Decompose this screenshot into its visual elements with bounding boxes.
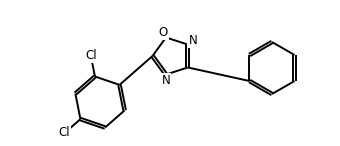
Text: O: O (158, 26, 168, 39)
Text: N: N (188, 34, 197, 47)
Text: N: N (162, 74, 170, 87)
Text: Cl: Cl (59, 126, 70, 139)
Text: Cl: Cl (85, 49, 97, 62)
